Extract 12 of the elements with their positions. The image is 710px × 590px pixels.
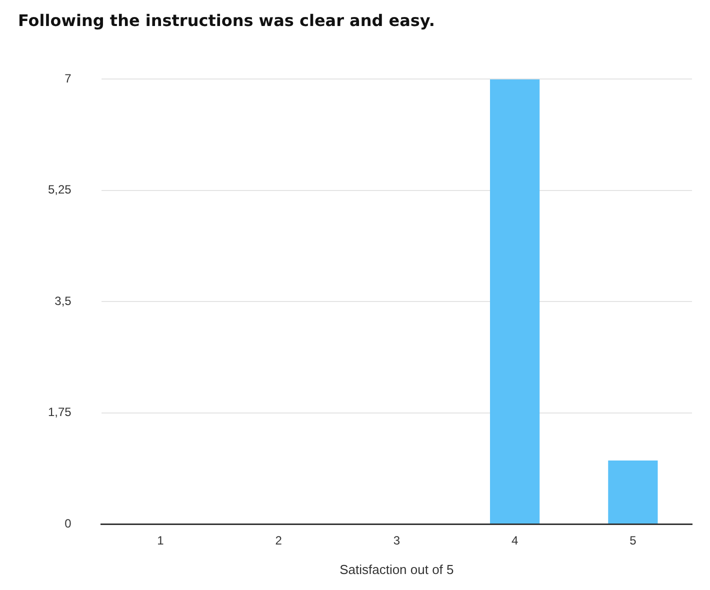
x-tick-label: 1 [157,534,164,548]
y-tick-label: 7 [64,72,72,86]
y-tick-label: 5,25 [48,182,72,197]
x-tick-label: 4 [511,534,518,548]
x-tick-label: 2 [275,534,282,548]
x-tick-label: 5 [630,534,637,548]
chart-title: Following the instructions was clear and easy. [18,10,435,30]
y-tick-label: 1,75 [48,405,72,420]
y-tick-label: 3,5 [54,294,72,308]
y-tick-label: 0 [64,516,72,530]
x-tick-label: 3 [393,534,400,548]
x-axis-title: Satisfaction out of 5 [340,562,454,577]
